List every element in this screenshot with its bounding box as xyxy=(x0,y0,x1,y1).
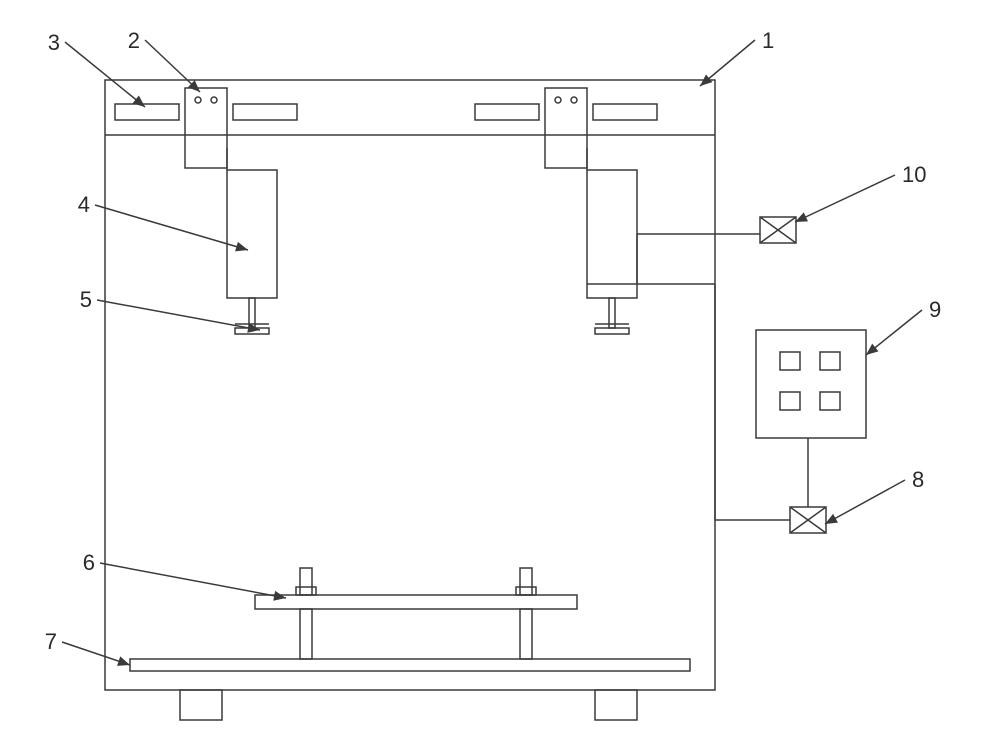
leader-4 xyxy=(95,205,248,250)
screw-icon xyxy=(571,97,577,103)
label-6: 6 xyxy=(83,550,95,575)
foot xyxy=(595,690,637,720)
cylinder xyxy=(227,170,277,298)
screw-icon xyxy=(211,97,217,103)
leader-10 xyxy=(795,175,895,222)
leader-6 xyxy=(100,563,286,598)
cylinder xyxy=(587,170,637,298)
control-button xyxy=(820,392,840,410)
rail-slot xyxy=(475,104,539,120)
label-5: 5 xyxy=(80,287,92,312)
control-panel xyxy=(756,330,866,438)
bolt xyxy=(300,609,312,659)
work-plate xyxy=(255,595,577,609)
nut xyxy=(516,587,536,595)
control-button xyxy=(780,352,800,370)
pipe xyxy=(715,284,790,520)
press-pad xyxy=(595,328,629,334)
control-button xyxy=(780,392,800,410)
label-10: 10 xyxy=(902,162,926,187)
label-4: 4 xyxy=(78,192,90,217)
screw-icon xyxy=(195,97,201,103)
base-rail xyxy=(130,659,690,671)
label-7: 7 xyxy=(45,629,57,654)
slider-block xyxy=(545,88,587,168)
control-button xyxy=(820,352,840,370)
nut xyxy=(296,587,316,595)
rail-slot xyxy=(233,104,297,120)
label-2: 2 xyxy=(128,28,140,53)
frame xyxy=(105,80,715,690)
screw-icon xyxy=(555,97,561,103)
label-1: 1 xyxy=(762,28,774,53)
leader-5 xyxy=(97,300,260,330)
technical-diagram: 1 2 3 4 5 6 7 8 9 10 xyxy=(0,0,1000,739)
bolt xyxy=(520,609,532,659)
slider-block xyxy=(185,88,227,168)
label-3: 3 xyxy=(48,30,60,55)
label-9: 9 xyxy=(929,297,941,322)
leader-8 xyxy=(825,480,905,524)
bolt xyxy=(300,568,312,595)
bolt xyxy=(520,568,532,595)
rail-slot xyxy=(115,104,179,120)
label-8: 8 xyxy=(912,467,924,492)
foot xyxy=(180,690,222,720)
rail-slot xyxy=(593,104,657,120)
